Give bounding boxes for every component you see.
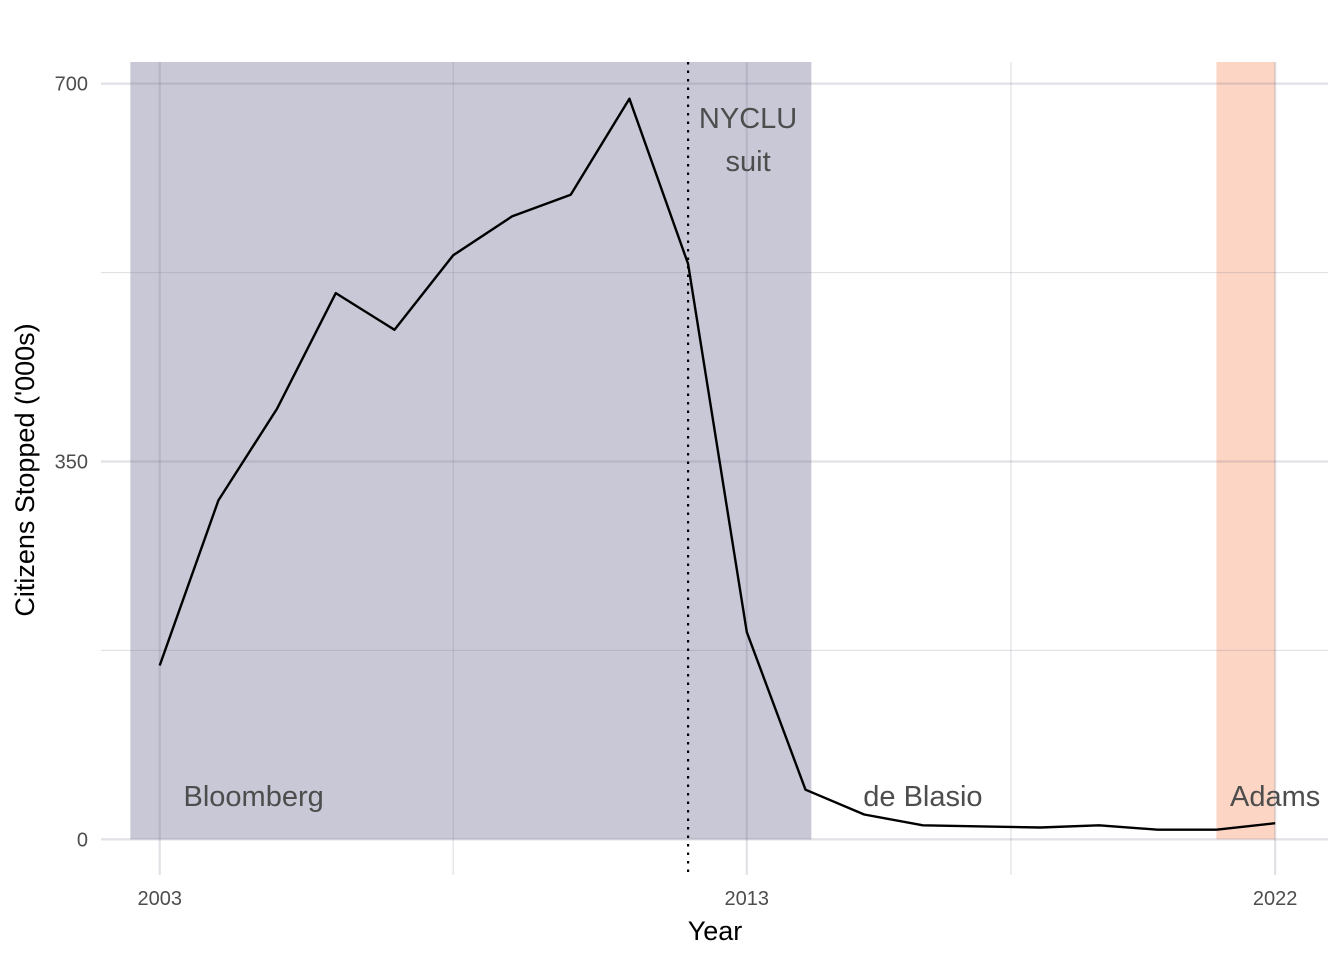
y-tick-label: 700	[55, 74, 88, 96]
x-axis-title: Year	[688, 916, 743, 946]
gridline-layer	[101, 62, 1328, 875]
tick-label-layer: 2003 2013 2022 0 350 700	[55, 74, 1298, 910]
x-tick-label: 2003	[137, 888, 182, 910]
series-line	[158, 97, 1276, 831]
period-shading-layer	[130, 62, 1276, 840]
period-label-de-blasio: de Blasio	[863, 781, 982, 813]
x-tick-label: 2013	[725, 888, 770, 910]
series-layer	[158, 97, 1276, 831]
period-band-bloomberg	[130, 62, 812, 840]
annotation-layer: NYCLU suit Bloomberg de Blasio Adams	[184, 103, 1321, 813]
period-band-adams	[1216, 62, 1276, 840]
event-label-line: suit	[726, 146, 771, 178]
y-tick-label: 0	[77, 829, 88, 851]
event-label-line: NYCLU	[699, 103, 797, 135]
y-axis-title: Citizens Stopped ('000s)	[10, 323, 40, 616]
x-tick-label: 2022	[1253, 888, 1298, 910]
y-tick-label: 350	[55, 451, 88, 473]
period-label-bloomberg: Bloomberg	[184, 781, 324, 813]
period-label-adams: Adams	[1230, 781, 1320, 813]
